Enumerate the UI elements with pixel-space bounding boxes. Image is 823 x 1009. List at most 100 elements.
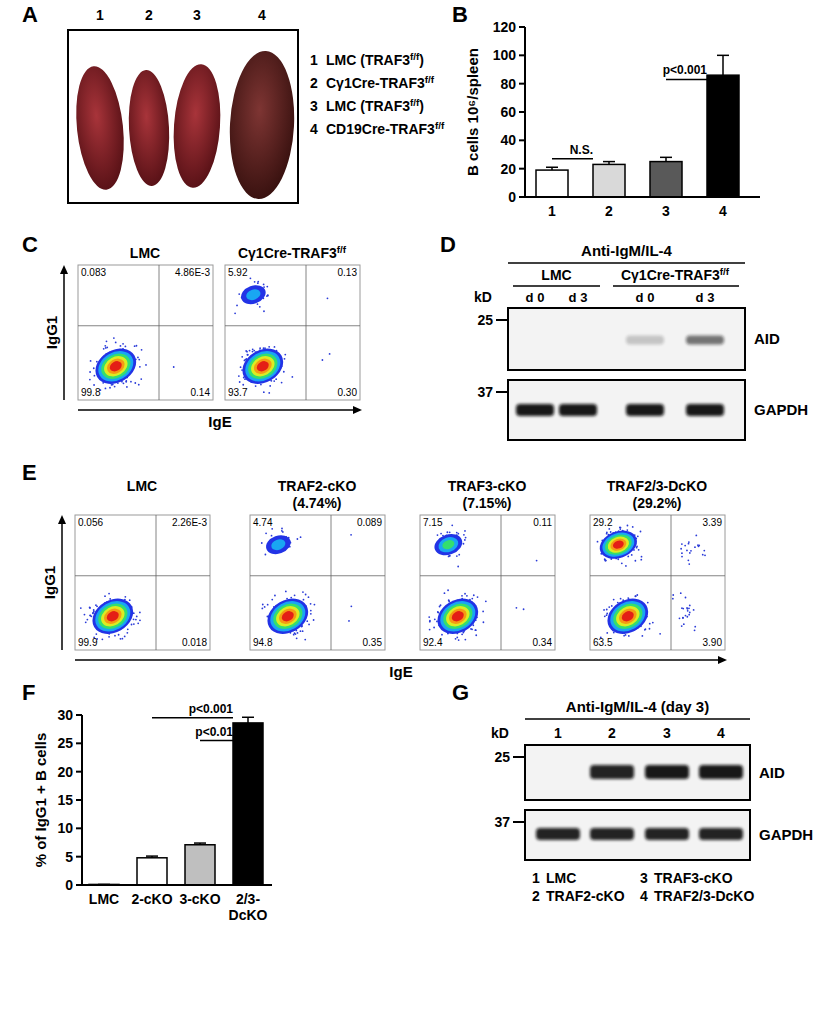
event-dot xyxy=(295,633,297,635)
text-part: 3.39 xyxy=(703,517,723,528)
text-part: 4 xyxy=(640,888,648,904)
event-dot xyxy=(134,345,136,347)
text-part: 40 xyxy=(500,132,516,148)
text-part: IgE xyxy=(208,413,231,430)
text-part: 4 xyxy=(310,121,318,137)
text-part: (29.2%) xyxy=(632,495,681,511)
event-dot xyxy=(690,550,692,552)
event-dot xyxy=(686,607,688,609)
text-part: TRAF2-cKO xyxy=(278,478,357,494)
lane-label: 2 xyxy=(145,7,153,23)
plot-subtitle: (29.2%) xyxy=(632,495,681,511)
event-dot xyxy=(283,371,285,373)
event-dot xyxy=(688,614,690,616)
text-part: DcKO xyxy=(229,907,268,923)
event-dot xyxy=(626,529,628,531)
legend-text: LMC (TRAF3f/f) xyxy=(326,97,424,114)
event-dot xyxy=(263,391,265,393)
plot-frame xyxy=(78,265,213,400)
event-dot xyxy=(638,549,640,551)
text-part: TRAF2/3-DcKO xyxy=(654,888,754,904)
text-part: 1 xyxy=(548,203,556,219)
event-dot xyxy=(106,347,108,349)
event-dot xyxy=(688,563,690,565)
plot-title: LMC xyxy=(130,245,160,261)
quadrant-label: 0.13 xyxy=(338,267,358,278)
figure: A12341LMC (TRAF3f/f)2Cγ1Cre-TRAF3f/f3LMC… xyxy=(0,0,823,1009)
event-dot xyxy=(284,358,286,360)
event-dot xyxy=(429,629,431,631)
event-dot xyxy=(118,634,120,636)
quadrant-label: 99.8 xyxy=(81,387,101,398)
text-part: Anti-IgM/IL-4 (day 3) xyxy=(566,698,709,715)
text-part: kD xyxy=(474,289,492,305)
event-dot xyxy=(126,632,128,634)
text-part: 37 xyxy=(477,384,493,400)
text-part: 3 xyxy=(193,7,201,23)
x-axis xyxy=(525,196,760,198)
event-dot xyxy=(259,306,261,308)
density-contour xyxy=(108,359,124,373)
density-contour xyxy=(238,282,268,307)
quadrant-label: 92.4 xyxy=(423,637,443,648)
event-dot xyxy=(683,623,685,625)
quadrant-label: 0.30 xyxy=(338,387,358,398)
event-dot xyxy=(608,528,610,530)
x-tick-label: 2-cKO xyxy=(131,891,172,907)
event-dot xyxy=(644,629,646,631)
event-dot xyxy=(275,378,277,380)
event-dot xyxy=(138,384,140,386)
event-dot xyxy=(681,552,683,554)
text-part: Anti-IgM/IL-4 xyxy=(581,242,672,259)
lane-label: 3 xyxy=(193,7,201,23)
event-dot xyxy=(647,602,649,604)
event-dot xyxy=(89,614,91,616)
panel-letter: F xyxy=(22,680,35,705)
bracket-line xyxy=(508,262,745,264)
kd-label: kD xyxy=(491,725,509,741)
event-dot xyxy=(305,594,307,596)
text-part: 3.90 xyxy=(703,637,723,648)
y-tick-label: 20 xyxy=(57,764,73,780)
lane-label: d 0 xyxy=(526,290,545,305)
event-dot xyxy=(306,620,308,622)
plot-frame xyxy=(590,515,725,650)
density-contour xyxy=(104,355,127,377)
event-dot xyxy=(631,554,633,556)
event-dot xyxy=(475,634,477,636)
text-part: IgE xyxy=(389,663,412,680)
event-dot xyxy=(687,610,689,612)
text-part: 3 xyxy=(662,203,670,219)
text-part: 0.089 xyxy=(357,517,382,528)
event-dot xyxy=(137,622,139,624)
legend-text: LMC (TRAF3f/f) xyxy=(326,51,424,68)
event-dot xyxy=(308,596,310,598)
text-part: 0.35 xyxy=(363,637,383,648)
event-dot xyxy=(322,359,324,361)
y-tick-label: 60 xyxy=(500,104,516,120)
text-part: 29.2 xyxy=(593,517,613,528)
event-dot xyxy=(269,385,271,387)
event-dot xyxy=(274,346,276,348)
text-part: GAPDH xyxy=(759,826,813,843)
density-contour xyxy=(94,598,132,634)
event-dot xyxy=(296,538,298,540)
blot-frame xyxy=(525,810,750,860)
text-part: 2.26E-3 xyxy=(172,517,207,528)
event-dot xyxy=(90,615,92,617)
y-tick-label: 0 xyxy=(508,189,516,205)
event-dot xyxy=(263,310,265,312)
event-dot xyxy=(464,539,466,541)
legend-text: TRAF3-cKO xyxy=(654,870,733,886)
quadrant-label: 4.74 xyxy=(253,517,273,528)
quadrant-label: 0.089 xyxy=(357,517,382,528)
event-dot xyxy=(95,604,97,606)
event-dot xyxy=(85,621,87,623)
text-part: 25 xyxy=(494,749,510,765)
density-contour xyxy=(86,591,140,641)
gate-line xyxy=(225,325,360,326)
event-dot xyxy=(466,595,468,597)
event-dot xyxy=(252,351,254,353)
event-dot xyxy=(253,350,255,352)
text-part: Cγ1Cre-TRAF3 xyxy=(238,245,337,261)
